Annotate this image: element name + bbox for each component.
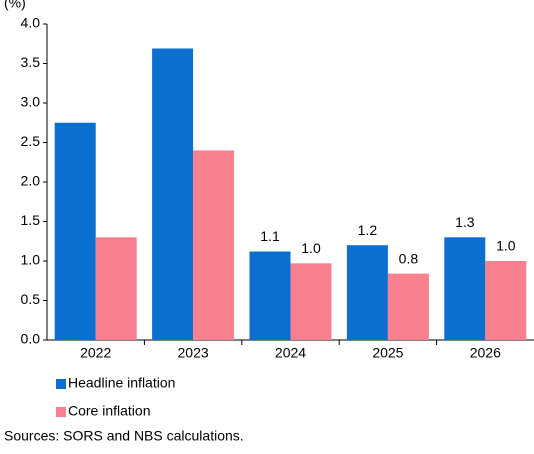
bar [387,273,429,340]
legend-label: Core inflation [68,403,151,419]
x-tick-label: 2023 [178,345,209,361]
y-tick-label: 0.5 [21,291,41,307]
y-tick-label: 0.0 [21,331,41,347]
legend-label: Headline inflation [68,375,175,391]
value-label: 1.0 [496,238,516,254]
value-label: 1.0 [301,240,321,256]
x-tick-label: 2026 [470,345,501,361]
y-tick-label: 1.0 [21,252,41,268]
y-tick-label: 1.5 [21,212,41,228]
y-tick-label: 3.0 [21,94,41,110]
bar [290,263,332,340]
bar [193,150,235,340]
bar [444,237,486,340]
y-axis-label: (%) [4,0,26,11]
value-label: 1.2 [358,222,378,238]
x-tick-label: 2024 [275,345,306,361]
legend-swatch [56,407,66,417]
bar [95,237,137,340]
y-tick-label: 2.5 [21,133,41,149]
legend-swatch [56,379,66,389]
bar [346,245,388,340]
bar [485,261,527,340]
bar [152,48,194,341]
value-label: 1.3 [455,214,475,230]
x-tick-label: 2022 [80,345,111,361]
value-label: 1.1 [260,228,280,244]
bar [249,251,291,340]
value-label: 0.8 [399,250,419,266]
bar [54,122,96,340]
y-tick-label: 3.5 [21,54,41,70]
x-tick-label: 2025 [372,345,403,361]
y-tick-label: 2.0 [21,173,41,189]
source-note: Sources: SORS and NBS calculations. [4,428,244,444]
y-tick-label: 4.0 [21,15,41,31]
